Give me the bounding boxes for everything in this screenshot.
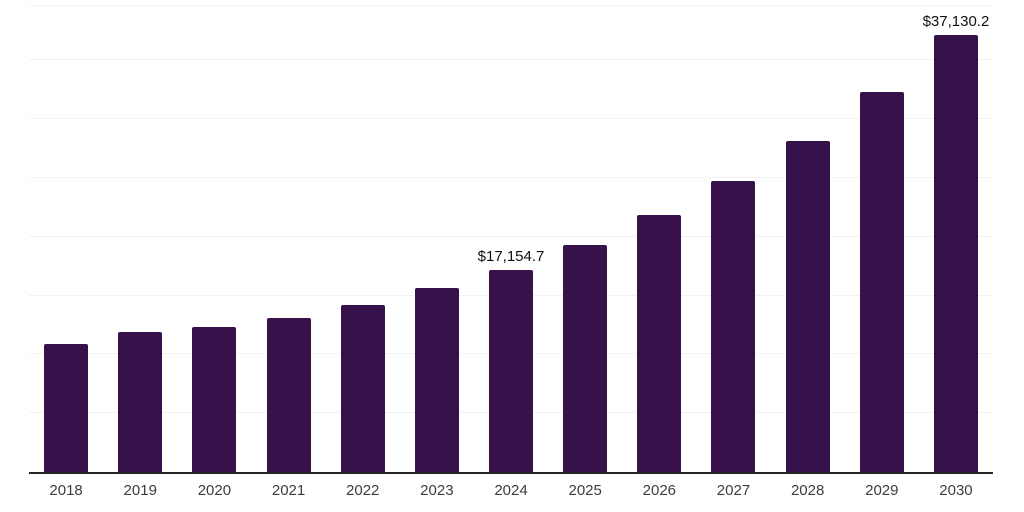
x-tick-2019: 2019 [123, 482, 157, 499]
bar-2021 [266, 317, 311, 472]
x-tick-2030: 2030 [939, 482, 973, 499]
bar-slot-2029 [845, 6, 919, 472]
x-tick-2024: 2024 [494, 482, 528, 499]
data-label-2030: $37,130.2 [922, 13, 990, 31]
bar-2027 [711, 181, 756, 472]
x-tick-2022: 2022 [346, 482, 380, 499]
gridline-30000 [29, 117, 993, 119]
bar-2023 [414, 288, 459, 472]
bar-slot-2028 [771, 6, 845, 472]
bar-2030 [933, 35, 978, 472]
bar-2018 [44, 343, 89, 472]
x-tick-2020: 2020 [197, 482, 232, 499]
bar-2026 [637, 215, 682, 472]
bar-slot-2025 [548, 6, 622, 472]
bar-slot-2018 [29, 6, 103, 472]
x-tick-2026: 2026 [642, 482, 677, 499]
bars-container: $17,154.7 $37,130.2 [29, 6, 993, 472]
bar-slot-2023 [400, 6, 474, 472]
gridline-20000 [29, 235, 993, 237]
bar-slot-2024: $17,154.7 [474, 6, 548, 472]
bar-2022 [340, 304, 385, 472]
x-axis-line [29, 472, 993, 474]
bar-slot-2026 [622, 6, 696, 472]
bar-2025 [563, 244, 608, 472]
plot-area: $17,154.7 $37,130.2 [29, 5, 993, 474]
bar-slot-2021 [251, 6, 325, 472]
bar-slot-2022 [326, 6, 400, 472]
x-axis-labels: 2018 2019 2020 2021 2022 2023 2024 2025 2026 2027… [29, 482, 993, 499]
gridline-25000 [29, 176, 993, 178]
bar-2028 [785, 141, 830, 472]
x-tick-2028: 2028 [790, 482, 825, 499]
bar-2020 [192, 327, 237, 472]
x-tick-2029: 2029 [865, 482, 899, 499]
bar-slot-2020 [177, 6, 251, 472]
x-tick-2023: 2023 [420, 482, 454, 499]
x-tick-2025: 2025 [568, 482, 602, 499]
bar-2029 [859, 91, 904, 472]
x-tick-2021: 2021 [271, 482, 306, 499]
bar-slot-2030: $37,130.2 [919, 6, 993, 472]
bar-2019 [118, 331, 163, 472]
gridline-35000 [29, 59, 993, 61]
x-tick-2027: 2027 [716, 482, 751, 499]
bar-slot-2027 [696, 6, 770, 472]
data-label-2024: $17,154.7 [477, 248, 545, 266]
bar-slot-2019 [103, 6, 177, 472]
x-tick-2018: 2018 [49, 482, 83, 499]
bar-2024 [489, 270, 534, 472]
